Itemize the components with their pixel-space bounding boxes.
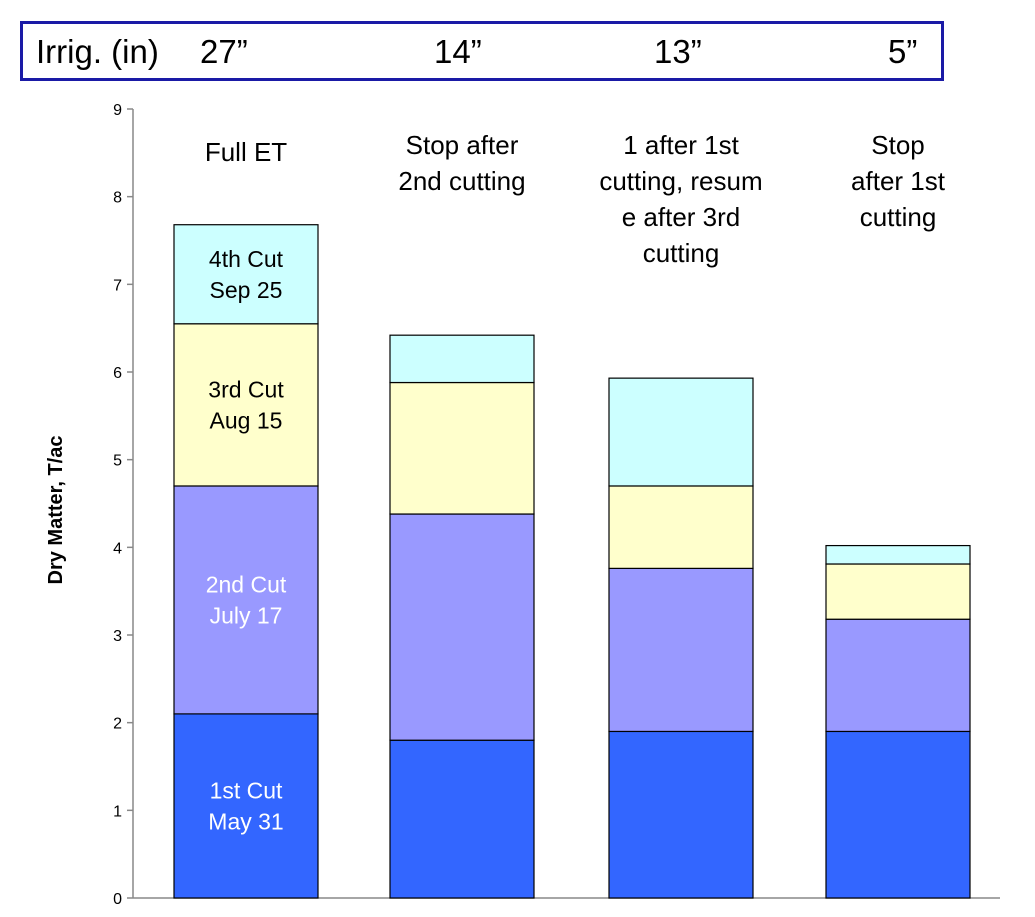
segment-label-1: 1st Cut May 31 <box>208 777 283 834</box>
y-tick-label: 5 <box>113 453 122 470</box>
irrigation-value-stop-after-1st: 5” <box>888 33 918 70</box>
bar-segment-1-cat-1 <box>173 713 319 899</box>
y-tick-label: 2 <box>113 716 122 733</box>
irrigation-value-resume-after-3rd: 13” <box>654 33 702 70</box>
bar-segment-2-cat-1 <box>173 485 319 715</box>
bar-segment-3-cat-3 <box>608 485 754 569</box>
bar-segment-1-cat-4 <box>825 730 971 899</box>
y-tick-label: 9 <box>113 102 122 119</box>
category-label-4: Stop after 1st cutting <box>851 130 946 232</box>
irrigation-header-box: Irrig. (in) 27” 14” 13” 5” <box>20 21 944 81</box>
bar-segment-1-cat-3 <box>608 730 754 899</box>
y-tick-label: 7 <box>113 277 122 294</box>
y-tick-label: 1 <box>113 803 122 820</box>
bar-segment-2-cat-4 <box>825 618 971 733</box>
irrigation-value-full-et: 27” <box>200 33 248 70</box>
y-tick-label: 4 <box>113 540 122 557</box>
y-tick-label: 3 <box>113 628 122 645</box>
y-tick-label: 0 <box>113 891 122 908</box>
irrigation-value-stop-after-2nd: 14” <box>434 33 482 70</box>
y-tick-label: 6 <box>113 365 122 382</box>
irrigation-label: Irrig. (in) <box>36 33 159 70</box>
category-label-2: Stop after 2nd cutting <box>398 130 525 196</box>
bar-segment-3-cat-4 <box>825 563 971 620</box>
bar-stacks: 1st Cut May 31 2nd Cut July 17 3rd Cut Aug 15… <box>173 224 971 899</box>
bar-segment-4-cat-2 <box>389 334 535 384</box>
segment-label-3: 3rd Cut Aug 15 <box>208 376 284 433</box>
category-label-3: 1 after 1st cutting, resum e after 3rd cutt… <box>599 130 762 268</box>
category-labels: Full ET Stop after 2nd cutting 1 after 1st c… <box>205 130 946 268</box>
bar-segment-4-cat-4 <box>825 544 971 565</box>
bar-segment-4-cat-1 <box>173 224 319 325</box>
bar-segment-3-cat-2 <box>389 381 535 515</box>
bar-segment-2-cat-2 <box>389 513 535 741</box>
bar-segment-3-cat-1 <box>173 323 319 487</box>
bar-segment-2-cat-3 <box>608 567 754 733</box>
segment-label-4: 4th Cut Sep 25 <box>209 246 284 303</box>
bar-segment-1-cat-2 <box>389 739 535 899</box>
category-label-1: Full ET <box>205 137 287 167</box>
bar-segment-4-cat-3 <box>608 377 754 487</box>
segment-label-2: 2nd Cut July 17 <box>206 571 287 628</box>
y-axis-title: Dry Matter, T/ac <box>45 436 67 585</box>
y-tick-label: 8 <box>113 190 122 207</box>
